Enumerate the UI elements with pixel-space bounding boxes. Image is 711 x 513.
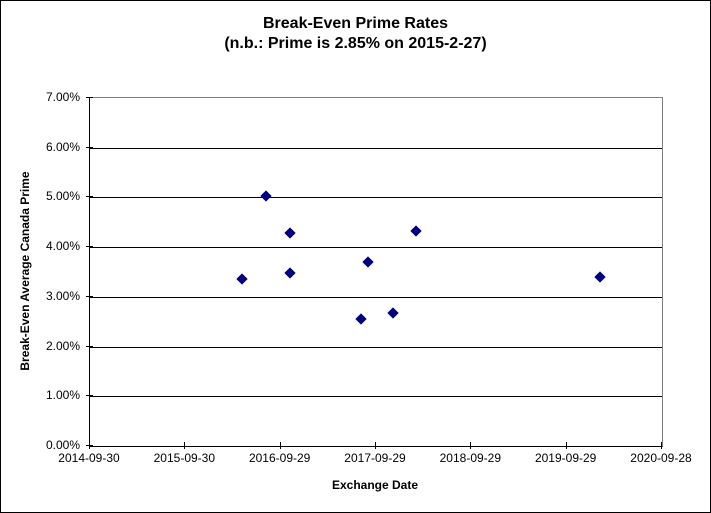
y-gridline — [90, 247, 662, 248]
data-point-marker — [594, 271, 606, 283]
chart-title: Break-Even Prime Rates — [263, 15, 448, 32]
y-tick-label: 4.00% — [45, 239, 80, 254]
x-axis-title: Exchange Date — [331, 478, 419, 492]
plot-area — [89, 97, 663, 447]
x-tick-mark — [661, 442, 662, 449]
data-point-marker — [235, 273, 248, 285]
data-point-marker — [284, 267, 296, 279]
y-tick-mark — [86, 196, 93, 197]
x-tick-label: 2019-09-29 — [534, 451, 597, 465]
data-point-marker — [260, 190, 273, 202]
y-axis-title: Break-Even Average Canada Prime — [18, 171, 32, 371]
y-tick-mark — [86, 346, 93, 347]
x-tick-mark — [470, 442, 471, 449]
x-tick-label: 2014-09-30 — [58, 451, 120, 465]
x-tick-mark — [375, 442, 376, 449]
data-point-marker — [284, 227, 296, 239]
x-tick-mark — [184, 442, 185, 449]
y-tick-label: 3.00% — [45, 288, 80, 303]
data-point-marker — [387, 307, 399, 319]
x-tick-mark — [89, 442, 90, 449]
y-tick-mark — [86, 147, 93, 148]
x-tick-mark — [566, 442, 567, 449]
y-gridline — [90, 347, 662, 348]
y-tick-label: 6.00% — [45, 139, 80, 154]
y-gridline — [90, 148, 662, 149]
y-tick-mark — [86, 296, 93, 297]
y-tick-mark — [86, 246, 93, 247]
data-point-marker — [355, 313, 367, 325]
y-tick-mark — [86, 395, 93, 396]
x-tick-label: 2016-09-29 — [248, 451, 311, 465]
y-gridline — [90, 297, 662, 298]
data-point-marker — [362, 256, 375, 268]
y-tick-label: 0.00% — [45, 438, 80, 452]
x-tick-mark — [280, 442, 281, 449]
x-tick-label: 2018-09-29 — [439, 451, 502, 465]
y-tick-mark — [86, 97, 93, 98]
y-tick-label: 7.00% — [45, 90, 80, 104]
x-tick-label: 2017-09-29 — [344, 451, 406, 465]
title-block: Break-Even Prime Rates (n.b.: Prime is 2… — [1, 14, 710, 54]
y-gridline — [90, 396, 662, 397]
y-gridline — [90, 197, 662, 198]
x-tick-label: 2015-09-30 — [153, 451, 216, 465]
data-point-marker — [410, 225, 422, 237]
y-tick-label: 2.00% — [45, 338, 80, 353]
y-tick-label: 5.00% — [45, 189, 80, 204]
y-tick-label: 1.00% — [45, 388, 80, 403]
chart-subtitle: (n.b.: Prime is 2.85% on 2015-2-27) — [224, 35, 487, 52]
x-tick-label: 2020-09-28 — [630, 451, 692, 465]
